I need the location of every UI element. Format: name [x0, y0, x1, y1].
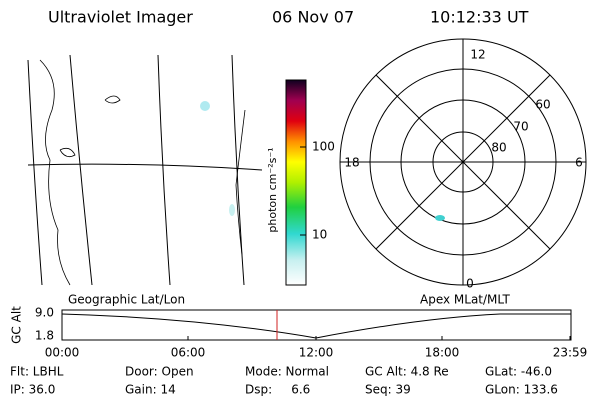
- colorbar-tick-label: 10: [312, 228, 327, 242]
- date: 06 Nov 07: [272, 8, 354, 27]
- status-field: Seq: 39: [365, 383, 411, 397]
- status-field: IP: 36.0: [10, 383, 55, 397]
- map: [27, 54, 263, 286]
- hour-label: 0: [466, 277, 474, 291]
- x-tick-label: 18:00: [425, 346, 460, 360]
- status-field: GLat: -46.0: [485, 365, 552, 379]
- time: 10:12:33 UT: [430, 8, 529, 27]
- hour-label: 6: [575, 156, 583, 170]
- x-tick-label: 12:00: [299, 346, 334, 360]
- altitude-curve: [61, 313, 571, 339]
- emission: [435, 215, 445, 221]
- timeline-right-title: Apex MLat/MLT: [420, 293, 510, 307]
- status-field: GLon: 133.6: [485, 383, 558, 397]
- timeline-ylabel: GC Alt: [10, 306, 24, 344]
- status-field: Flt: LBHL: [10, 365, 64, 379]
- y-tick-label: 1.8: [35, 329, 54, 343]
- hour-label: 12: [470, 48, 485, 62]
- colorbar-tick-label: 100: [312, 140, 335, 154]
- status-field: Dsp: 6.6: [245, 383, 310, 397]
- timeline-left-title: Geographic Lat/Lon: [68, 293, 185, 307]
- colorbar: [285, 79, 307, 286]
- status-field: Gain: 14: [125, 383, 176, 397]
- x-tick-label: 00:00: [45, 346, 80, 360]
- emission: [229, 204, 235, 216]
- title: Ultraviolet Imager: [48, 8, 193, 27]
- polar-grid: [339, 38, 587, 286]
- status-field: Mode: Normal: [245, 365, 329, 379]
- y-tick-label: 9.0: [35, 306, 54, 320]
- status-field: Door: Open: [125, 365, 194, 379]
- latitude-label: 80: [491, 141, 506, 155]
- emission: [200, 101, 210, 111]
- latitude-label: 70: [513, 120, 528, 134]
- colorbar-label: photon cm⁻²s⁻¹: [266, 147, 279, 232]
- x-tick-label: 06:00: [171, 346, 206, 360]
- hour-label: 18: [344, 156, 359, 170]
- x-tick-label: 23:59: [553, 346, 588, 360]
- latitude-label: 60: [535, 98, 550, 112]
- status-field: GC Alt: 4.8 Re: [365, 365, 449, 379]
